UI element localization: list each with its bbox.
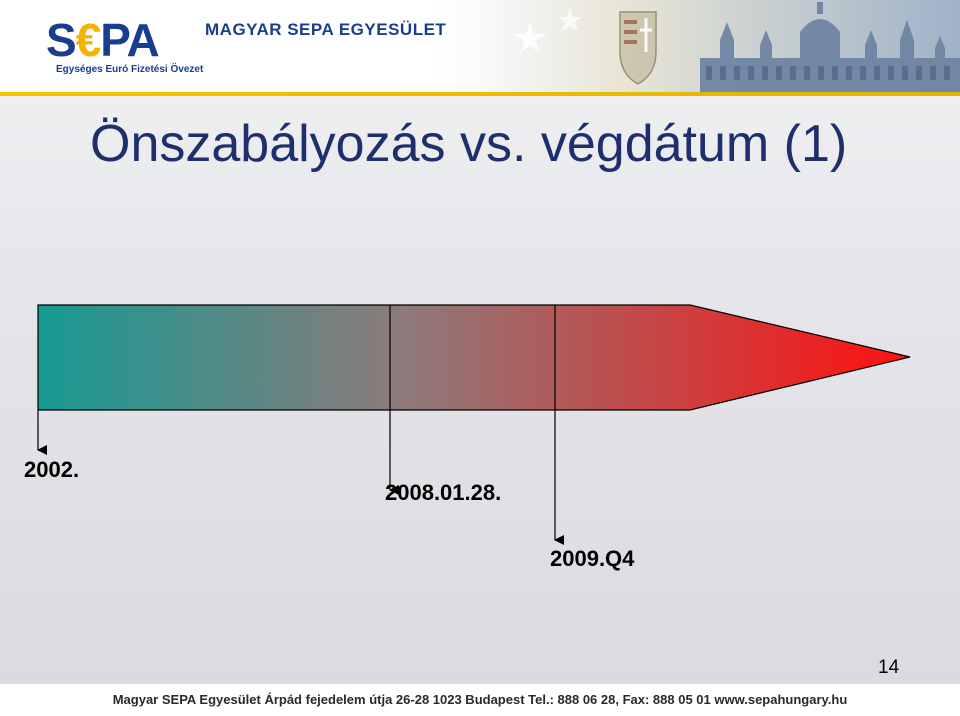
header-banner: S€PA Egységes Euró Fizetési Övezet MAGYA… — [0, 0, 960, 92]
coat-of-arms-icon — [619, 11, 657, 85]
star-icon — [558, 8, 582, 31]
slide-title: Önszabályozás vs. végdátum (1) — [90, 115, 848, 173]
sepa-logo: S€PA — [46, 14, 160, 66]
timeline-arrow — [37, 304, 911, 411]
parliament-building-icon — [700, 2, 960, 92]
euro-icon: € — [75, 14, 102, 66]
header-stripe — [0, 92, 960, 96]
parliament-banner-art — [470, 0, 960, 92]
logo-tagline: Egységes Euró Fizetési Övezet — [56, 64, 204, 75]
milestone-label-2009: 2009.Q4 — [550, 546, 635, 571]
star-icon — [514, 22, 546, 53]
timeline-diagram — [37, 304, 911, 545]
organization-name: MAGYAR SEPA EGYESÜLET — [205, 20, 447, 39]
milestone-label-2002: 2002. — [24, 457, 80, 482]
footer-contact-text: Magyar SEPA Egyesület Árpád fejedelem út… — [112, 692, 848, 707]
page-number: 14 — [878, 657, 900, 678]
milestone-label-2008: 2008.01.28. — [385, 480, 502, 505]
footer: Magyar SEPA Egyesület Árpád fejedelem út… — [0, 684, 960, 716]
